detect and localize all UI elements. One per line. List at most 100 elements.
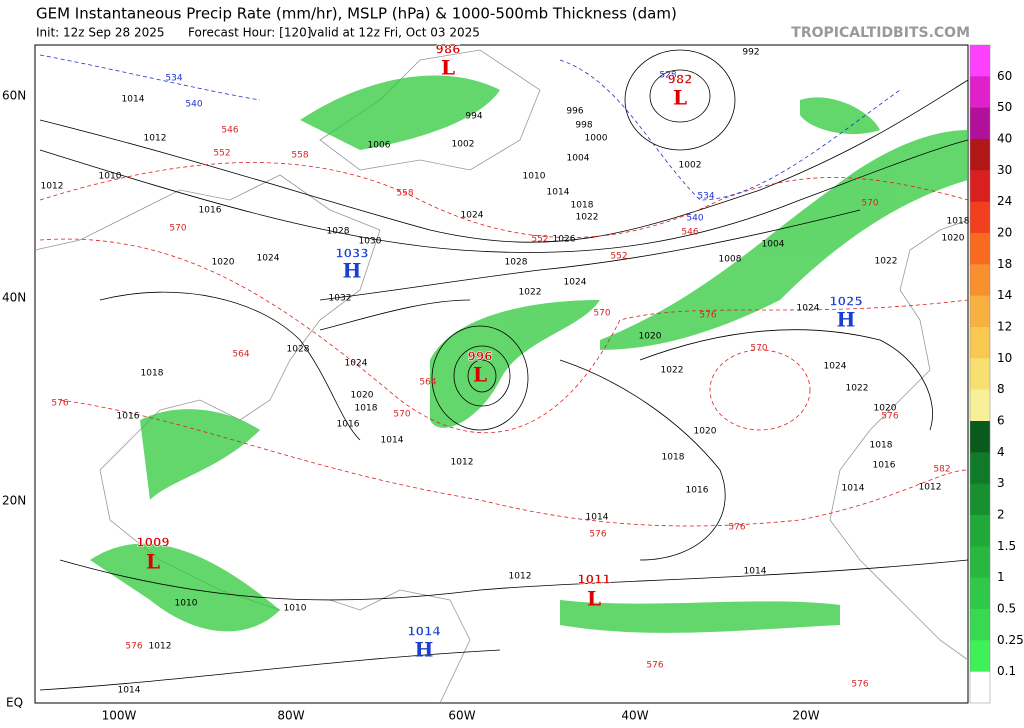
colorbar-label: 14 (997, 288, 1012, 302)
thickness-label: 570 (750, 344, 767, 354)
center-letter: L (146, 550, 160, 574)
colorbar-segment (970, 546, 990, 579)
coast-americas (34, 174, 381, 611)
thickness-label: 558 (291, 151, 308, 161)
thickness-cold-lines (39, 54, 901, 201)
colorbar-segment (970, 577, 990, 610)
isobar-label: 1014 (547, 188, 570, 198)
init-time: Init: 12z Sep 28 2025 (36, 26, 164, 40)
thickness-labels: 534 540 546 552 558 558 570 564 570 564 … (51, 71, 950, 690)
colorbar-segment (970, 327, 990, 359)
isobar-label: 1030 (359, 237, 382, 247)
coastlines (34, 49, 969, 704)
isobar-label: 1012 (41, 182, 64, 192)
isobar-label: 1018 (947, 217, 970, 227)
isobar (453, 345, 511, 407)
lat-label: 40N (2, 291, 26, 305)
isobar-label: 1024 (824, 362, 847, 372)
thickness-line (709, 349, 811, 431)
isobar (59, 559, 969, 601)
isobar (467, 359, 497, 393)
thickness-line (559, 59, 901, 201)
isobar-label: 1022 (846, 384, 869, 394)
thickness-label: 564 (419, 378, 436, 388)
isobar-label: 996 (566, 107, 583, 117)
credit: TROPICALTIDBITS.COM (791, 25, 970, 41)
colorbar-segment (970, 389, 990, 422)
thickness-label: 558 (396, 189, 413, 199)
center-pressure: 1033 (335, 247, 368, 261)
colorbar-label: 8 (997, 382, 1005, 396)
isobar-label: 1014 (586, 513, 609, 523)
center-pressure: 1025 (829, 295, 862, 309)
isobar-label: 1014 (381, 436, 404, 446)
isobar-label: 1012 (919, 483, 942, 493)
isobar-label: 1020 (694, 427, 717, 437)
isobar-label: 994 (465, 112, 482, 122)
isobar (99, 291, 361, 441)
colorbar-frame (969, 44, 991, 704)
thickness-label: 546 (681, 228, 698, 238)
thickness-line (39, 54, 261, 101)
colorbar-label: 4 (997, 445, 1005, 459)
colorbar-label: 20 (997, 226, 1012, 240)
thickness-label: 546 (221, 126, 238, 136)
center-letter: L (473, 363, 487, 387)
isobar-label: 1020 (212, 258, 235, 268)
isobars (39, 49, 969, 691)
isobar-label: 1010 (99, 172, 122, 182)
precip-area (800, 97, 880, 135)
colorbar-label: 1.5 (997, 539, 1016, 553)
center-pressure: 982 (667, 73, 692, 87)
isobar-label: 1024 (257, 254, 280, 264)
isobar-label: 1028 (287, 345, 310, 355)
pressure-centers: 1033 H 1025 H 996 L 986 L 982 L 1009 L 1… (136, 42, 863, 662)
isobar-label: 1024 (461, 211, 484, 221)
colorbar-label: 18 (997, 257, 1012, 271)
colorbar-segment (970, 295, 990, 328)
precip-area (300, 75, 500, 150)
center-letter: H (415, 638, 434, 662)
colorbar-label: 40 (997, 132, 1012, 146)
isobar-label: 1012 (451, 458, 474, 468)
center-letter: L (673, 86, 687, 110)
isobar-label: 1006 (368, 141, 391, 151)
colorbar-label: 0.1 (997, 664, 1016, 678)
isobar-label: 1014 (122, 95, 145, 105)
colorbar-label: 2 (997, 508, 1005, 522)
lat-label: 60N (2, 89, 26, 103)
colorbar-segment (970, 609, 990, 641)
isobar-label: 1016 (686, 486, 709, 496)
isobar-label: 1028 (327, 227, 350, 237)
center-pressure: 1014 (407, 625, 440, 639)
isobar-label: 1000 (585, 134, 608, 144)
colorbar-label: 0.5 (997, 602, 1016, 616)
thickness-label: 576 (125, 642, 142, 652)
colorbar-segment (970, 452, 990, 485)
isobar-label: 1024 (345, 359, 368, 369)
isobar-label: 1016 (199, 206, 222, 216)
colorbar-segment (970, 201, 990, 234)
thickness-label: 552 (213, 149, 230, 159)
colorbar-segment (970, 515, 990, 547)
isobar-label: 1022 (875, 257, 898, 267)
colorbar-segment (970, 264, 990, 297)
thickness-label: 534 (165, 74, 182, 84)
isobar-labels: 1014 1012 1012 1010 1016 1020 1024 1028 … (41, 48, 970, 696)
isobar-label: 1016 (337, 420, 360, 430)
center-pressure: 996 (467, 350, 492, 364)
thickness-label: 576 (699, 311, 716, 321)
thickness-label: 570 (169, 224, 186, 234)
isobar-label: 1008 (719, 255, 742, 265)
isobar-label: 1018 (141, 369, 164, 379)
isobar-label: 1028 (505, 258, 528, 268)
precip-area (140, 409, 260, 500)
isobar-label: 1032 (329, 294, 352, 304)
isobar-label: 1022 (519, 288, 542, 298)
isobar-label: 1018 (355, 404, 378, 414)
isobar-label: 1002 (679, 161, 702, 171)
colorbar-label: 50 (997, 100, 1012, 114)
title: GEM Instantaneous Precip Rate (mm/hr), M… (36, 5, 677, 23)
isobar (319, 209, 861, 301)
